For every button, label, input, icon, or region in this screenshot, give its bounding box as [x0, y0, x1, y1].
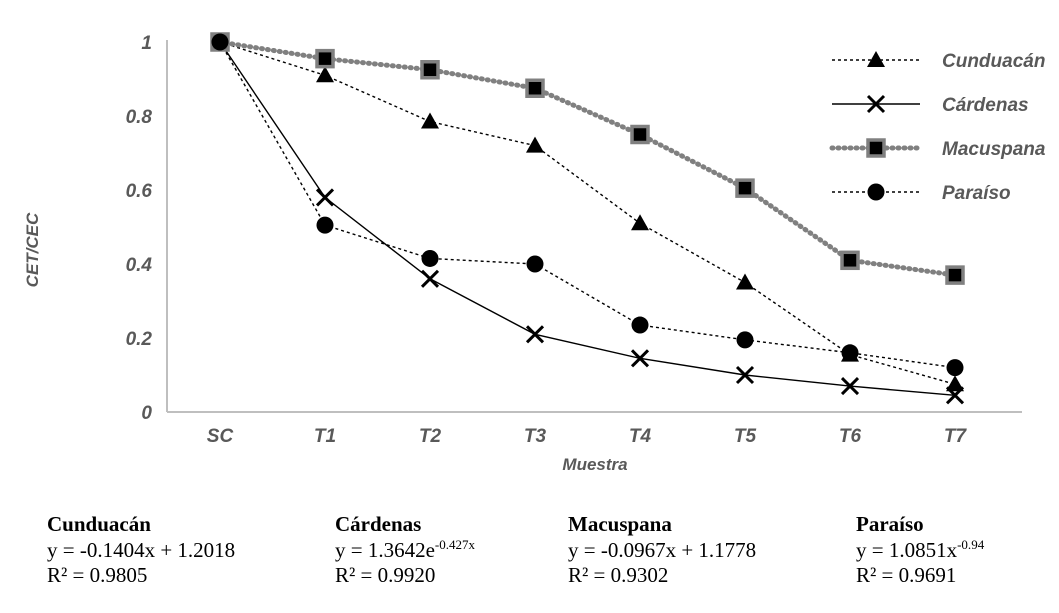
- equation-site-name: Cunduacán: [47, 512, 151, 536]
- equation-r2: R² = 0.9920: [335, 562, 436, 587]
- data-point-circle: [736, 331, 754, 349]
- x-axis-tick-label: T6: [839, 426, 862, 447]
- data-point-circle: [316, 216, 334, 234]
- equation-block-macuspana: Macuspana y = -0.0967x + 1.1778 R² = 0.9…: [568, 512, 756, 587]
- equation-formula: y = -0.0967x + 1.1778: [568, 537, 757, 562]
- data-point-x: [866, 94, 886, 114]
- data-point-circle: [946, 359, 964, 377]
- data-point-square: [866, 138, 886, 158]
- equation-formula: y = -0.1404x + 1.2018: [47, 537, 236, 562]
- equation-r2: R² = 0.9302: [568, 562, 669, 587]
- data-point-triangle: [946, 375, 964, 392]
- equation-site-name: Macuspana: [568, 512, 672, 536]
- x-axis-title: Muestra: [562, 455, 627, 474]
- series-lines: [217, 39, 958, 397]
- equation-block-cunduacan: Cunduacán y = -0.1404x + 1.2018 R² = 0.9…: [47, 512, 235, 587]
- data-point-x: [735, 365, 755, 385]
- x-axis-tick-labels: SC T1 T2 T3 T4 T5 T6 T7: [207, 426, 968, 447]
- data-point-square: [840, 250, 860, 271]
- x-axis-tick-label: T4: [629, 426, 652, 447]
- line-chart: 10.80.60.40.20 SC T1 T2 T3 T4 T5 T6 T7 Muestra …: [23, 32, 1046, 474]
- y-axis-tick-labels: 1 0.8 0.6 0.4 0.2 0: [126, 33, 153, 424]
- data-point-x: [630, 349, 650, 368]
- y-axis-tick-label: 0.4: [126, 255, 153, 276]
- x-axis-tick-label: T7: [944, 426, 968, 447]
- data-point-triangle: [631, 214, 649, 231]
- series-line-macuspana: [217, 39, 958, 278]
- equation-formula: y = 1.0851x-0.94: [856, 536, 985, 562]
- x-axis-tick-label: T5: [734, 426, 757, 447]
- y-axis-tick-label: 0.6: [126, 181, 153, 202]
- chart-axes: [166, 40, 1022, 413]
- equation-r2: R² = 0.9805: [47, 562, 148, 587]
- chart-legend: Cunduacán Cárdenas Macuspana Paraíso: [829, 51, 1046, 204]
- x-axis-tick-label: T3: [524, 426, 547, 447]
- equation-site-name: Cárdenas: [335, 512, 422, 536]
- x-axis-tick-label: T2: [419, 426, 442, 447]
- y-axis-tick-label: 0.8: [126, 107, 153, 128]
- chart-series-layer: [210, 32, 965, 405]
- y-axis-tick-label: 0: [141, 403, 152, 424]
- equation-r2: R² = 0.9691: [856, 562, 957, 587]
- data-point-circle: [526, 255, 544, 273]
- equation-block-cardenas: Cárdenas y = 1.3642e-0.427x R² = 0.9920: [335, 512, 475, 587]
- series-line-paraíso: [219, 41, 956, 369]
- y-axis-title: CET/CEC: [23, 212, 42, 287]
- series-line-cunduacán: [219, 41, 956, 385]
- data-point-x: [945, 386, 965, 405]
- data-point-triangle: [736, 273, 754, 290]
- data-point-triangle: [421, 112, 439, 129]
- x-axis-tick-label: T1: [314, 426, 336, 447]
- x-axis-tick-label: SC: [207, 426, 234, 447]
- data-point-square: [525, 78, 545, 98]
- equation-block-paraiso: Paraíso y = 1.0851x-0.94 R² = 0.9691: [856, 512, 984, 587]
- y-axis-tick-label: 0.2: [126, 329, 153, 350]
- data-point-square: [630, 124, 650, 145]
- equation-formula: y = 1.3642e-0.427x: [335, 536, 476, 562]
- data-point-triangle: [867, 51, 885, 67]
- series-markers: [210, 32, 965, 405]
- series-line-cárdenas: [219, 41, 956, 397]
- data-point-triangle: [526, 136, 544, 153]
- data-point-x: [315, 188, 335, 207]
- data-point-circle: [841, 344, 859, 362]
- equation-site-name: Paraíso: [856, 512, 924, 536]
- legend-label: Macuspana: [942, 139, 1046, 160]
- data-point-circle: [421, 249, 439, 267]
- legend-label: Cárdenas: [942, 95, 1029, 116]
- legend-label: Paraíso: [942, 183, 1011, 204]
- data-point-square: [945, 265, 965, 285]
- data-point-square: [735, 178, 755, 198]
- data-point-circle: [631, 316, 649, 334]
- data-point-triangle: [316, 66, 334, 83]
- data-point-x: [420, 269, 440, 288]
- data-point-x: [525, 325, 545, 344]
- data-point-circle: [211, 33, 229, 51]
- data-point-square: [420, 60, 440, 80]
- data-point-circle: [867, 183, 885, 201]
- data-point-x: [840, 377, 860, 396]
- y-axis-tick-label: 1: [141, 33, 152, 54]
- data-point-square: [315, 48, 335, 69]
- legend-label: Cunduacán: [942, 51, 1045, 72]
